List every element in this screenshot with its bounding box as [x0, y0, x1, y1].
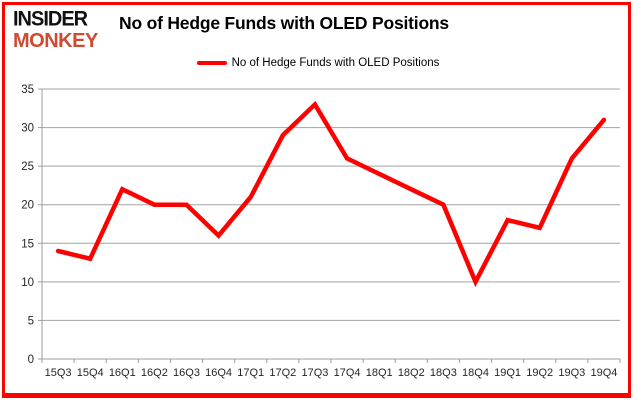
y-axis-tick-label: 20	[21, 200, 34, 212]
x-axis-tick-label: 18Q3	[430, 367, 457, 379]
y-axis-tick-label: 35	[21, 84, 34, 96]
x-axis-tick-label: 18Q1	[366, 367, 393, 379]
chart-title: No of Hedge Funds with OLED Positions	[119, 13, 449, 33]
legend-line-marker	[196, 60, 227, 66]
y-axis-tick-label: 10	[21, 277, 34, 289]
y-axis-tick-label: 5	[28, 315, 34, 327]
x-axis-tick-label: 17Q3	[301, 367, 328, 379]
x-axis-tick-label: 15Q4	[77, 367, 104, 379]
x-axis-tick-label: 16Q1	[109, 367, 136, 379]
x-axis-tick-label: 19Q2	[526, 367, 553, 379]
insider-monkey-logo: INSIDER MONKEY	[13, 7, 98, 52]
x-axis-tick-label: 18Q4	[462, 367, 489, 379]
x-axis-tick-label: 16Q3	[173, 367, 200, 379]
legend: No of Hedge Funds with OLED Positions	[0, 57, 636, 69]
x-axis-tick-label: 19Q4	[590, 367, 617, 379]
x-axis-tick-label: 17Q1	[237, 367, 264, 379]
x-axis-tick-label: 16Q2	[141, 367, 168, 379]
logo-line-insider: INSIDER	[13, 7, 88, 31]
y-axis-tick-label: 0	[28, 354, 34, 366]
chart-red-border-frame	[2, 2, 631, 398]
x-axis-tick-label: 18Q2	[398, 367, 425, 379]
x-axis-tick-label: 17Q2	[269, 367, 296, 379]
x-axis-tick-label: 19Q3	[558, 367, 585, 379]
x-axis-tick-label: 17Q4	[334, 367, 361, 379]
data-series-line	[55, 100, 607, 288]
y-axis-tick-label: 30	[21, 123, 34, 135]
y-axis-tick-label: 15	[21, 238, 34, 250]
x-axis-tick-label: 19Q1	[494, 367, 521, 379]
logo-line-monkey: MONKEY	[13, 30, 98, 52]
y-axis-tick-label: 25	[21, 161, 34, 173]
x-axis-tick-label: 15Q3	[45, 367, 72, 379]
legend-label: No of Hedge Funds with OLED Positions	[231, 57, 440, 69]
x-axis-tick-label: 16Q4	[205, 367, 232, 379]
